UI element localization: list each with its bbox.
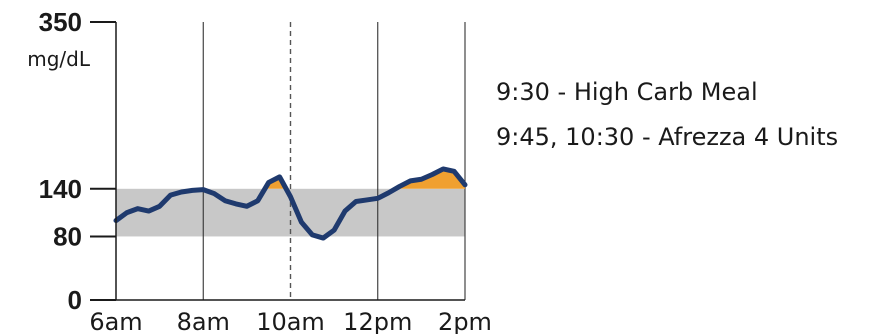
- annotations: 9:30 - High Carb Meal 9:45, 10:30 - Afre…: [496, 70, 838, 160]
- x-ticks: 6am 8am 10am 12pm 2pm: [89, 308, 490, 334]
- y-tick-label: 0: [68, 285, 82, 315]
- gridlines: [202, 22, 466, 300]
- x-tick-label: 12pm: [343, 308, 412, 334]
- x-tick-label: 10am: [256, 308, 325, 334]
- annotation-meal: 9:30 - High Carb Meal: [496, 78, 758, 106]
- glucose-chart: 0 80 140 350 6am 8am 10am 12pm 2pm mg/dL: [27, 7, 490, 334]
- y-tick-label: 350: [39, 7, 82, 37]
- y-ticks: 0 80 140 350: [39, 7, 116, 315]
- above-range-area: [395, 168, 465, 189]
- x-tick-label: 8am: [177, 308, 230, 334]
- annotation-afrezza: 9:45, 10:30 - Afrezza 4 Units: [496, 123, 839, 151]
- x-tick-label: 6am: [89, 308, 142, 334]
- y-tick-label: 80: [53, 221, 82, 251]
- y-unit-label: mg/dL: [27, 47, 91, 71]
- y-tick-label: 140: [39, 174, 82, 204]
- x-tick-label: 2pm: [438, 308, 490, 334]
- series-line: [113, 166, 468, 241]
